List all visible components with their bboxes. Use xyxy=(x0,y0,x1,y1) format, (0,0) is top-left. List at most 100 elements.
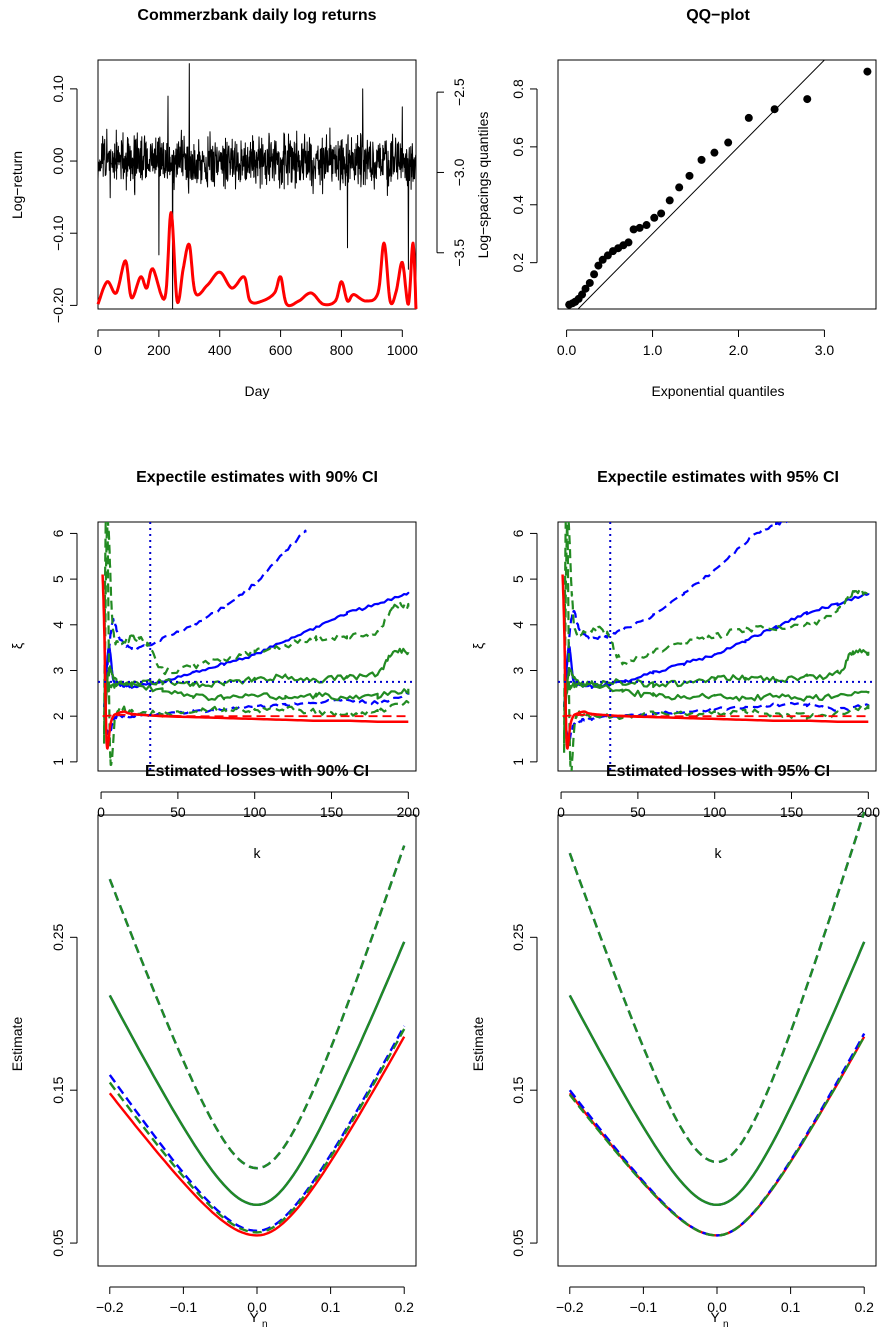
data-point xyxy=(585,278,594,287)
series-line xyxy=(563,701,870,742)
x-tick-label: 0.1 xyxy=(321,1299,341,1315)
series-line xyxy=(563,680,870,702)
series-line xyxy=(568,1036,866,1237)
panel-title: Expectile estimates with 90% CI xyxy=(136,469,378,486)
x-tick-label: 200 xyxy=(857,804,881,820)
x-tick-label: 1000 xyxy=(387,342,418,358)
x-tick-label: 3.0 xyxy=(815,342,835,358)
y-axis-label: ξ xyxy=(470,643,486,649)
data-point xyxy=(624,238,633,247)
y-axis-label-right: Log−spacings quantiles xyxy=(475,112,491,259)
x-tick-label: 400 xyxy=(208,342,232,358)
series-log-spacings xyxy=(96,211,418,310)
x-tick-label: 0.0 xyxy=(707,1299,727,1315)
series-line xyxy=(103,524,410,767)
y-tick-label: 0.15 xyxy=(510,1076,526,1103)
x-tick-label: 50 xyxy=(170,804,186,820)
series-line xyxy=(562,713,869,718)
y-tick-label: 0.6 xyxy=(510,137,526,157)
plot-frame xyxy=(557,814,877,1267)
series-line xyxy=(568,941,866,1207)
plot-frame xyxy=(557,521,877,772)
x-tick-label: 1.0 xyxy=(643,342,663,358)
y-tick-label: 0.2 xyxy=(510,253,526,273)
x-tick-label: 200 xyxy=(397,804,421,820)
y-tick-label: 3 xyxy=(510,666,526,674)
y-tick-label: −0.10 xyxy=(50,215,66,251)
series-line xyxy=(103,591,410,708)
data-point xyxy=(710,148,719,157)
data-point xyxy=(650,213,659,222)
x-tick-label: 100 xyxy=(703,804,727,820)
chart-losses-95: −0.2 −0.1 0.0 0.1 0.2 0.05 0.15 0.25 xyxy=(510,811,877,1315)
x-tick-label: 0 xyxy=(94,342,102,358)
x-tick-label: 0.0 xyxy=(557,342,577,358)
x-axis-label: Exponential quantiles xyxy=(651,383,784,399)
x-tick-label: 0.1 xyxy=(781,1299,801,1315)
y-tick-label: 0.25 xyxy=(50,923,66,950)
y-tick-label-right: −3.0 xyxy=(451,158,467,186)
y-tick-label: 0.4 xyxy=(510,195,526,215)
x-axis-label: Day xyxy=(245,383,270,399)
panel-expectile-95: Expectile estimates with 95% CI k ξ xyxy=(470,469,839,861)
series-line xyxy=(108,845,406,1170)
data-point xyxy=(594,261,603,270)
plot-frame xyxy=(557,59,877,310)
y-axis-label: Estimate xyxy=(9,1017,25,1072)
x-axis-label: Y xyxy=(249,1309,259,1325)
data-point xyxy=(578,290,587,299)
series-line xyxy=(563,522,789,708)
y-tick-label: 5 xyxy=(50,575,66,583)
x-axis-label: Y xyxy=(710,1309,720,1325)
x-tick-label: −0.2 xyxy=(556,1299,584,1315)
panel-title: Expectile estimates with 95% CI xyxy=(597,469,839,486)
panel-log-returns: Commerzbank daily log returns Day Log−re… xyxy=(9,7,491,399)
y-axis-label: Estimate xyxy=(470,1017,486,1072)
series-line xyxy=(103,522,410,744)
series-line xyxy=(103,680,410,702)
chart-losses-90: −0.2 −0.1 0.0 0.1 0.2 0.05 0.15 0.25 xyxy=(50,814,417,1315)
data-point xyxy=(635,223,644,232)
x-tick-label: 50 xyxy=(630,804,646,820)
x-tick-label: −0.1 xyxy=(630,1299,658,1315)
y-axis-label: Log−return xyxy=(9,151,25,219)
panel-title: Commerzbank daily log returns xyxy=(137,7,376,24)
plot-frame xyxy=(97,59,417,310)
data-point xyxy=(629,225,638,234)
data-point xyxy=(657,209,666,218)
x-axis-label-subscript: n xyxy=(262,1319,268,1330)
y-tick-label: 0.25 xyxy=(510,923,526,950)
y-tick-label: 1 xyxy=(510,758,526,766)
y-axis-label: ξ xyxy=(9,643,25,649)
y-tick-label: 0.8 xyxy=(510,79,526,99)
x-tick-label: −0.1 xyxy=(170,1299,198,1315)
chart-log-returns: 0 200 400 600 800 1000 −0.20 −0.10 0.00 0.10 −3.5 −… xyxy=(50,59,467,358)
data-point xyxy=(863,67,872,76)
x-tick-label: 0 xyxy=(557,804,565,820)
plot-area xyxy=(558,522,876,771)
series-line xyxy=(108,1028,406,1234)
plot-frame xyxy=(97,521,417,772)
series-line xyxy=(568,811,866,1164)
x-axis-label: k xyxy=(715,845,723,861)
y-tick-label-right: −3.5 xyxy=(451,239,467,267)
panel-title: QQ−plot xyxy=(686,7,750,24)
x-tick-label: 0.2 xyxy=(854,1299,874,1315)
x-tick-label: 0 xyxy=(97,804,105,820)
y-tick-label: 3 xyxy=(50,666,66,674)
y-tick-label: 0.10 xyxy=(50,75,66,102)
plot-area xyxy=(565,60,872,309)
data-point xyxy=(675,183,684,192)
data-point xyxy=(724,138,733,147)
panel-expectile-90: Expectile estimates with 90% CI k ξ xyxy=(9,469,378,861)
chart-expectile-95: 0 50 100 150 200 1 2 3 4 5 6 xyxy=(510,521,881,820)
data-point xyxy=(697,155,706,164)
data-point xyxy=(590,270,599,279)
panel-qq-plot: QQ−plot Exponential quantiles xyxy=(651,7,784,399)
x-tick-label: 2.0 xyxy=(729,342,749,358)
data-point xyxy=(685,171,694,180)
series-line xyxy=(563,648,870,735)
x-tick-label: 0.0 xyxy=(247,1299,267,1315)
x-tick-label: 800 xyxy=(330,342,354,358)
